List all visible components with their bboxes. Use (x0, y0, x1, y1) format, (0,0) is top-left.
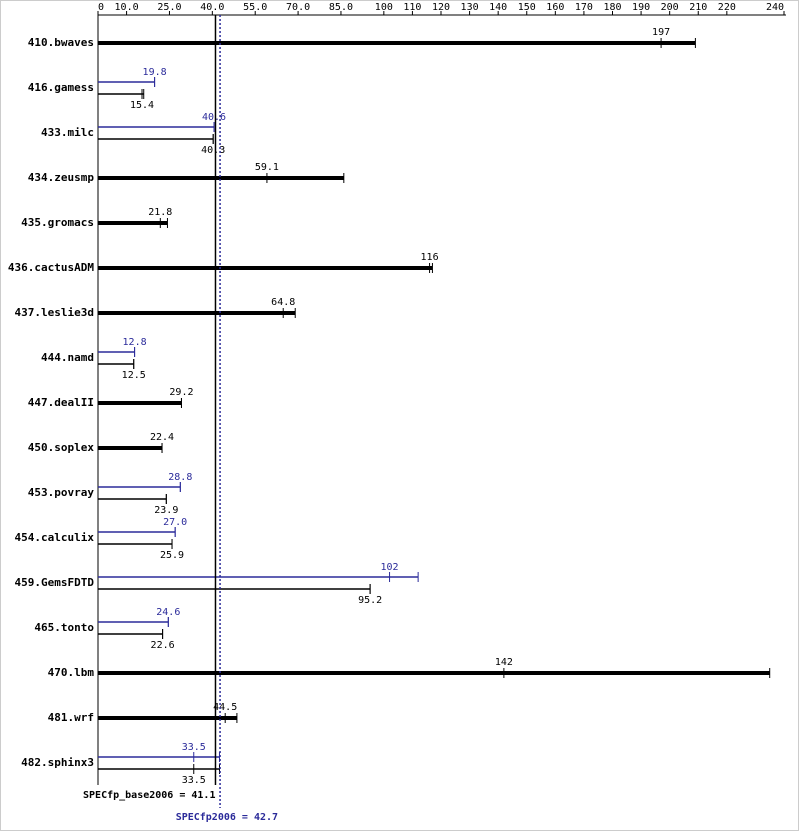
category-label: 470.lbm (48, 666, 95, 679)
value-label: 23.9 (154, 505, 178, 516)
value-label: 22.4 (150, 432, 174, 443)
x-tick-label: 130 (461, 2, 479, 13)
x-tick-label: 190 (632, 2, 650, 13)
x-tick-label: 120 (432, 2, 450, 13)
x-tick-label: 10.0 (115, 2, 139, 13)
value-label: 24.6 (156, 607, 180, 618)
category-label: 433.milc (41, 126, 94, 139)
x-tick-label: 100 (375, 2, 393, 13)
category-label: 416.gamess (28, 81, 94, 94)
category-label: 453.povray (28, 486, 95, 499)
value-label: 40.6 (202, 112, 226, 123)
x-tick-label: 70.0 (286, 2, 310, 13)
value-label: 102 (381, 562, 399, 573)
value-label: 15.4 (130, 100, 154, 111)
x-tick-label: 25.0 (157, 2, 181, 13)
x-tick-label: 150 (518, 2, 536, 13)
category-label: 434.zeusmp (28, 171, 95, 184)
value-label: 19.8 (143, 67, 167, 78)
category-label: 454.calculix (15, 531, 95, 544)
value-label: 28.8 (168, 472, 192, 483)
x-tick-label: 240 (766, 2, 784, 13)
x-tick-label: 160 (546, 2, 564, 13)
value-label: 59.1 (255, 162, 279, 173)
value-label: 44.5 (213, 702, 237, 713)
value-label: 64.8 (271, 297, 295, 308)
reference-label: SPECfp2006 = 42.7 (176, 812, 278, 823)
x-tick-label: 220 (718, 2, 736, 13)
category-label: 450.soplex (28, 441, 95, 454)
reference-label: SPECfp_base2006 = 41.1 (83, 790, 215, 801)
category-label: 481.wrf (48, 711, 94, 724)
category-label: 437.leslie3d (15, 306, 94, 319)
x-tick-label: 210 (689, 2, 707, 13)
x-tick-label: 0 (98, 2, 104, 13)
value-label: 95.2 (358, 595, 382, 606)
x-tick-label: 55.0 (243, 2, 267, 13)
category-label: 482.sphinx3 (21, 756, 94, 769)
x-tick-label: 170 (575, 2, 593, 13)
category-label: 459.GemsFDTD (15, 576, 95, 589)
value-label: 21.8 (148, 207, 172, 218)
value-label: 116 (421, 252, 439, 263)
x-tick-label: 180 (603, 2, 621, 13)
category-label: 435.gromacs (21, 216, 94, 229)
category-label: 410.bwaves (28, 36, 94, 49)
value-label: 33.5 (182, 775, 206, 786)
value-label: 12.8 (123, 337, 147, 348)
category-label: 444.namd (41, 351, 94, 364)
value-label: 29.2 (169, 387, 193, 398)
category-label: 447.dealII (28, 396, 94, 409)
value-label: 40.3 (201, 145, 225, 156)
x-tick-label: 110 (403, 2, 421, 13)
value-label: 12.5 (122, 370, 146, 381)
value-label: 25.9 (160, 550, 184, 561)
x-tick-label: 85.0 (329, 2, 353, 13)
value-label: 27.0 (163, 517, 187, 528)
value-label: 197 (652, 27, 670, 38)
value-label: 33.5 (182, 742, 206, 753)
value-label: 22.6 (151, 640, 175, 651)
category-label: 436.cactusADM (8, 261, 94, 274)
x-tick-label: 140 (489, 2, 507, 13)
category-label: 465.tonto (34, 621, 94, 634)
x-tick-label: 200 (661, 2, 679, 13)
x-tick-label: 40.0 (200, 2, 224, 13)
value-label: 142 (495, 657, 513, 668)
